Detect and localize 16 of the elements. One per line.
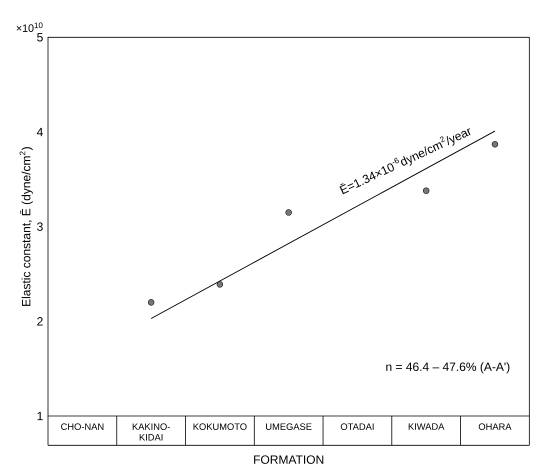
y-tick-label: 1 bbox=[38, 412, 43, 420]
text: ×10$^{10}$ bbox=[16, 22, 43, 32]
x-tick-label: OHARA bbox=[478, 423, 512, 430]
x-tick-label: KOKUMOTO bbox=[194, 423, 247, 430]
x-tick-label: OTADAI bbox=[340, 423, 374, 430]
x-tick-label: UMEGASE bbox=[266, 423, 312, 430]
x-axis-title: FORMATION bbox=[254, 455, 324, 464]
x-tick-label: KIWADA bbox=[408, 423, 444, 430]
y-tick-label: 2 bbox=[37, 317, 43, 326]
annotation: n = 46.4 – 47.6% (A-A') bbox=[386, 362, 510, 374]
x-tick-label: KAKINO-KIDAI bbox=[132, 423, 170, 441]
x-tick-label: CHO-NAN bbox=[61, 423, 104, 430]
y-tick-label: 3 bbox=[37, 222, 43, 231]
y-tick-label: 4 bbox=[36, 128, 43, 136]
y-axis-title: Elastic constant, Ē (dyne/cm$^{2}$) bbox=[20, 147, 33, 306]
y-tick-label: 5 bbox=[37, 33, 43, 42]
